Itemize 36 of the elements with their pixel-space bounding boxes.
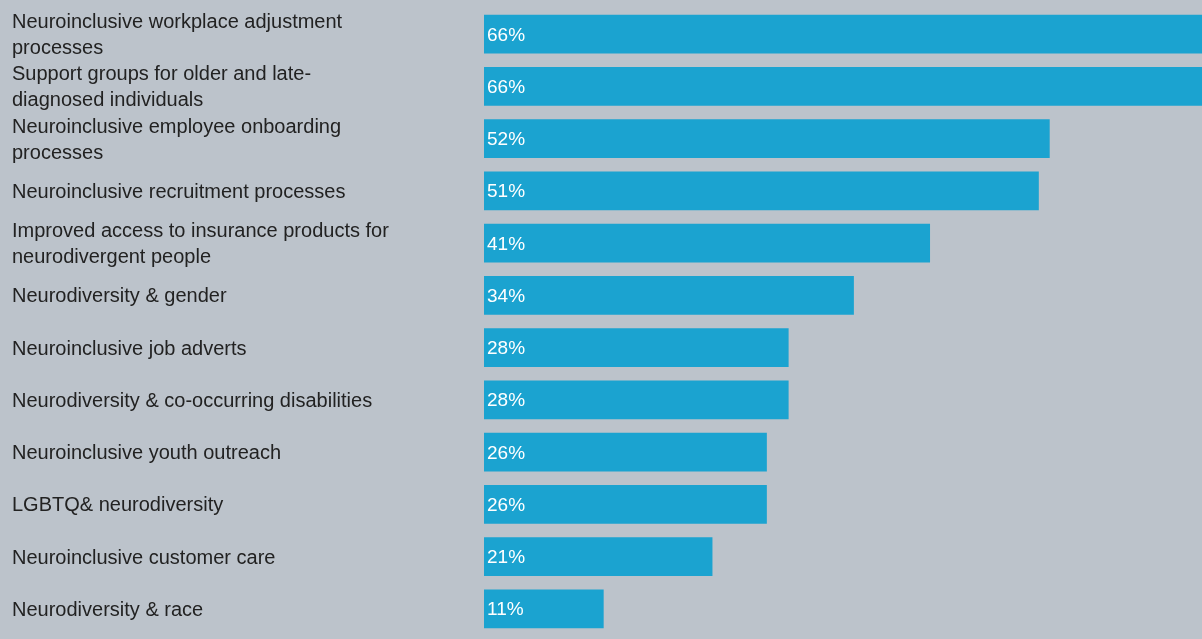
y-tick-label: Neuroinclusive employee onboarding processes	[12, 115, 342, 163]
bar	[484, 485, 767, 524]
y-tick-label: Neuroinclusive youth outreach	[12, 441, 282, 463]
y-tick-label: Neuroinclusive recruitment processes	[12, 180, 346, 202]
y-tick-label: Improved access to insurance products for neurodivergent people	[12, 219, 390, 267]
data-label: 28%	[487, 337, 526, 359]
data-label: 34%	[487, 284, 526, 306]
bar	[484, 432, 767, 472]
bar	[484, 537, 713, 576]
data-label: 66%	[487, 75, 526, 97]
bar	[484, 171, 1039, 211]
bar	[484, 276, 854, 315]
data-label: 26%	[487, 441, 526, 463]
bar	[484, 119, 1050, 158]
bar	[484, 14, 1202, 54]
data-label: 41%	[487, 232, 526, 254]
bar	[484, 67, 1202, 106]
data-label: 21%	[487, 546, 526, 568]
data-label: 51%	[487, 180, 526, 202]
data-label: 11%	[487, 598, 524, 620]
bar	[484, 380, 789, 420]
y-tick-label: Neurodiversity & gender	[12, 284, 227, 306]
y-tick-label: Neuroinclusive job adverts	[12, 337, 247, 359]
bar	[484, 589, 604, 629]
y-tick-label: LGBTQ& neurodiversity	[12, 493, 224, 515]
bar	[484, 223, 931, 263]
bar	[484, 328, 789, 367]
data-label: 66%	[487, 23, 526, 45]
data-label: 52%	[487, 128, 526, 150]
y-tick-label: Neuroinclusive customer care	[12, 546, 276, 568]
data-label: 26%	[487, 493, 526, 515]
y-tick-label: Support groups for older and late-diagnosed individuals	[12, 62, 312, 110]
y-tick-label: Neurodiversity & race	[12, 598, 204, 620]
y-tick-label: Neuroinclusive workplace adjustment processes	[12, 10, 343, 58]
data-label: 28%	[487, 389, 526, 411]
y-tick-label: Neurodiversity & co-occurring disabilities	[12, 389, 373, 411]
